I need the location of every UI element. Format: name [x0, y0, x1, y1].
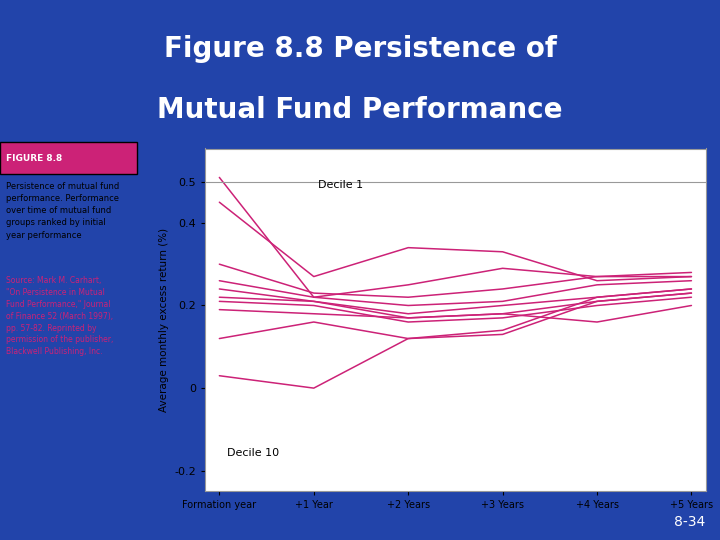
FancyBboxPatch shape [0, 142, 138, 174]
Y-axis label: Average monthly excess return (%): Average monthly excess return (%) [159, 228, 169, 412]
Text: Decile 10: Decile 10 [227, 448, 279, 458]
Text: 8-34: 8-34 [675, 515, 706, 529]
Text: Persistence of mutual fund
performance. Performance
over time of mutual fund
gro: Persistence of mutual fund performance. … [6, 182, 119, 240]
Text: Decile 1: Decile 1 [318, 180, 364, 190]
Text: FIGURE 8.8: FIGURE 8.8 [6, 154, 62, 163]
Text: Source: Mark M. Carhart,
"On Persistence in Mutual
Fund Performance," Journal
of: Source: Mark M. Carhart, "On Persistence… [6, 276, 113, 356]
Text: Mutual Fund Performance: Mutual Fund Performance [157, 96, 563, 124]
Text: Figure 8.8 Persistence of: Figure 8.8 Persistence of [163, 35, 557, 63]
